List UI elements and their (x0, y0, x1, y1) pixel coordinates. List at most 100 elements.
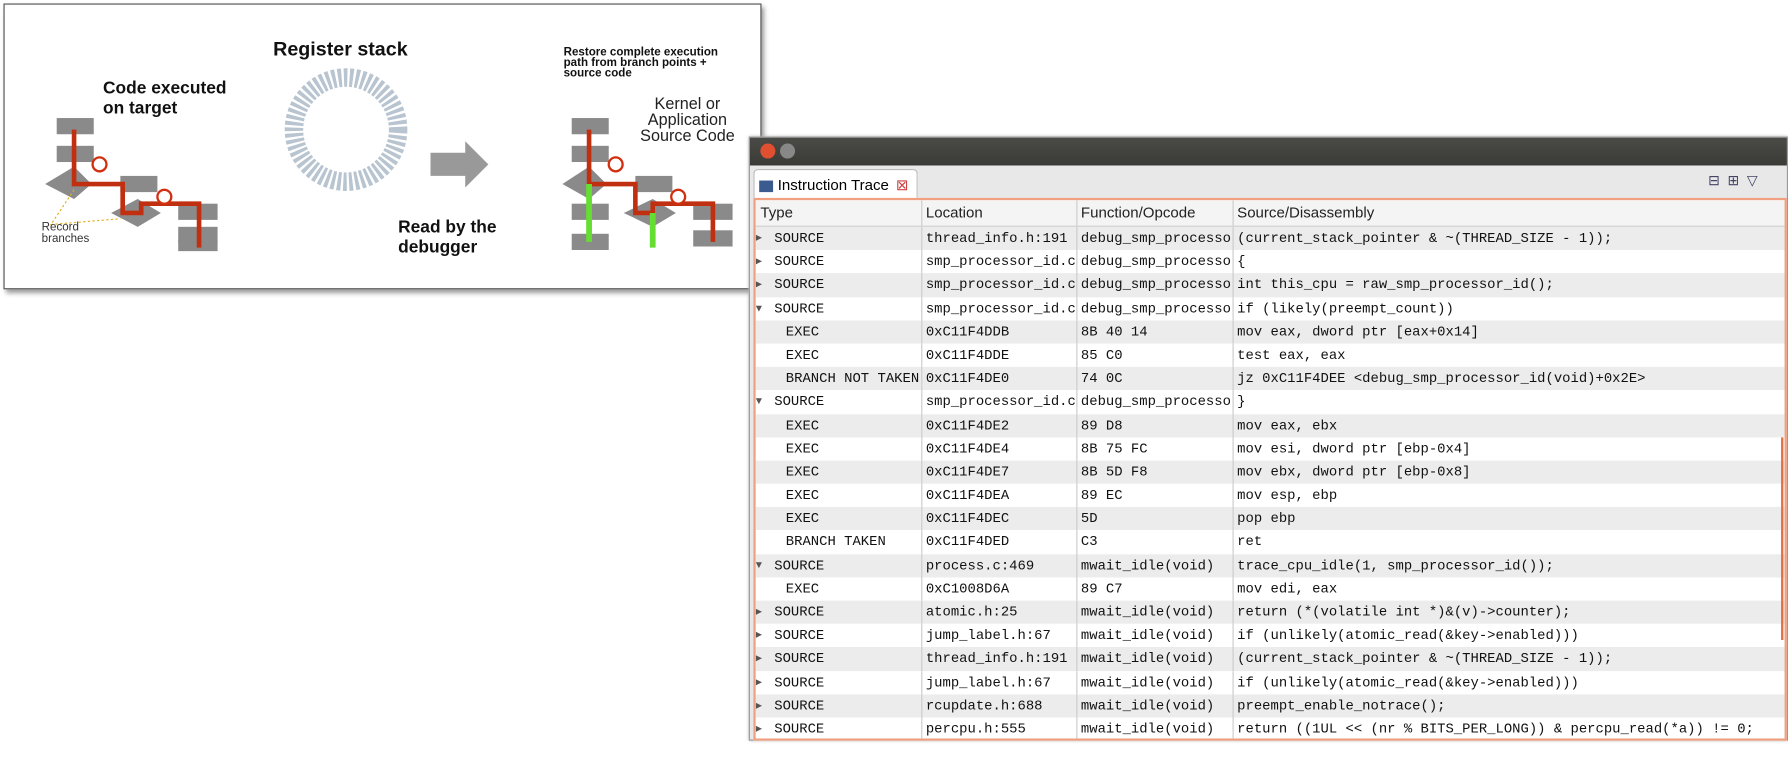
trace-row[interactable]: EXEC 0xC1008D6A 89 C7 mov edi, eax (755, 577, 1785, 601)
line: Restore complete execution (563, 46, 718, 60)
column-separator (1232, 226, 1234, 251)
trace-row[interactable]: ▼ SOURCE smp_processor_id.c debug_smp_proce… (755, 390, 1785, 414)
cell-function: mwait_idle(void) (1080, 557, 1215, 574)
trace-row[interactable]: EXEC 0xC11F4DE4 8B 75 FC mov esi, dword ptr… (755, 437, 1785, 461)
trace-row[interactable]: ▶ SOURCE jump_label.h:67 mwait_idle(void) if… (755, 624, 1785, 648)
cell-location: smp_processor_id.c (925, 253, 1076, 270)
column-separator (1076, 483, 1078, 508)
cell-location: 0xC11F4DED (925, 534, 1010, 551)
trace-row[interactable]: ▶ SOURCE thread_info.h:191 mwait_idle(void)… (755, 647, 1785, 671)
trace-row[interactable]: ▼ SOURCE process.c:469 mwait_idle(void) trac… (755, 553, 1785, 578)
line: on target (102, 98, 178, 119)
minimize-button[interactable] (780, 143, 796, 159)
cell-location: atomic.h:25 (925, 604, 1018, 621)
cell-source: mov eax, ebx (1237, 417, 1338, 434)
tab-close[interactable]: ⊠ (895, 175, 909, 194)
cell-source: test eax, eax (1237, 347, 1346, 364)
expander: ▼ (755, 396, 762, 408)
line: branches (41, 232, 90, 246)
trace-row[interactable]: ▶ SOURCE smp_processor_id.c debug_smp_proce… (755, 273, 1785, 297)
column-header: Location (925, 203, 983, 222)
trace-row[interactable]: ▶ SOURCE thread_info.h:191 debug_smp_proces… (755, 226, 1785, 251)
line: Code executed (102, 78, 227, 99)
column-separator (1076, 273, 1078, 297)
cell-location: 0xC1008D6A (925, 580, 1010, 597)
cell-type: EXEC (785, 487, 820, 504)
column-separator (921, 530, 923, 554)
trace-row[interactable]: ▶ SOURCE jump_label.h:67 mwait_idle(void) if… (755, 670, 1785, 695)
column-separator (1232, 460, 1234, 484)
trace-row[interactable]: EXEC 0xC11F4DEA 89 EC mov esp, ebp (755, 483, 1785, 508)
column-separator (921, 647, 923, 671)
trace-row[interactable]: EXEC 0xC11F4DE2 89 D8 mov eax, ebx (755, 413, 1785, 438)
cell-type: SOURCE (774, 393, 825, 411)
column-separator (921, 200, 923, 226)
column-separator (1076, 507, 1078, 531)
cell-source: mov esp, ebp (1237, 487, 1338, 504)
line: Read by the (398, 217, 497, 238)
column-separator (1232, 437, 1234, 461)
cell-function: 89 D8 (1080, 417, 1123, 434)
trace-row[interactable]: ▶ SOURCE atomic.h:25 mwait_idle(void) return… (755, 600, 1785, 625)
scrollbar[interactable] (1781, 437, 1784, 640)
trace-row[interactable]: ▶ SOURCE smp_processor_id.c debug_smp_proce… (755, 250, 1785, 274)
trace-row[interactable]: EXEC 0xC11F4DE7 8B 5D F8 mov ebx, dword ptr… (755, 460, 1785, 484)
cell-source: { (1237, 253, 1246, 270)
column-header: Function/Opcode (1080, 203, 1196, 222)
expander: ▶ (755, 606, 762, 618)
cell-source: if (unlikely(atomic_read(&key->enabled))… (1237, 674, 1579, 691)
column-separator (1076, 670, 1078, 695)
column-separator (1232, 483, 1234, 508)
close-button[interactable] (760, 143, 776, 159)
trace-row[interactable]: ▶ SOURCE percpu.h:555 mwait_idle(void) retur… (755, 717, 1785, 739)
column-separator (1232, 670, 1234, 695)
cell-location: jump_label.h:67 (925, 674, 1051, 691)
cell-location: 0xC11F4DE2 (925, 417, 1010, 434)
column-separator (1232, 273, 1234, 297)
cell-type: EXEC (785, 580, 820, 597)
trace-row[interactable]: ▼ SOURCE smp_processor_id.c debug_smp_proce… (755, 296, 1785, 321)
trace-row[interactable]: ▶ SOURCE rcupdate.h:688 mwait_idle(void) pre… (755, 694, 1785, 718)
cell-type: SOURCE (774, 230, 825, 247)
column-separator (1232, 343, 1234, 368)
column-separator (1232, 413, 1234, 438)
cell-source: } (1237, 393, 1246, 411)
column-separator (1076, 343, 1078, 368)
cell-source: preempt_enable_notrace(); (1237, 697, 1446, 714)
column-separator (1076, 530, 1078, 554)
trace-row[interactable]: EXEC 0xC11F4DDE 85 C0 test eax, eax (755, 343, 1785, 368)
cell-source: return ((1UL << (nr % BITS_PER_LONG)) & … (1237, 720, 1754, 738)
label: Restore complete execution path from bran… (563, 46, 718, 79)
table-body: ▶ SOURCE thread_info.h:191 debug_smp_proces… (755, 226, 1785, 739)
cell-source: ret (1237, 534, 1263, 551)
column-separator (921, 507, 923, 531)
trace-row[interactable]: BRANCH TAKEN 0xC11F4DED C3 ret (755, 530, 1785, 554)
column-separator (1232, 507, 1234, 531)
cell-type: SOURCE (774, 277, 825, 294)
cell-type: BRANCH TAKEN (785, 534, 886, 551)
trace-row[interactable]: EXEC 0xC11F4DDB 8B 40 14 mov eax, dword ptr… (755, 320, 1785, 344)
column-separator (1232, 296, 1234, 321)
column-separator (921, 577, 923, 601)
column-separator (1076, 413, 1078, 438)
cell-function: C3 (1080, 534, 1098, 551)
cell-type: BRANCH NOT TAKEN (785, 370, 920, 387)
tab[interactable]: Instruction Trace ⊠ (753, 168, 918, 200)
cell-source: int this_cpu = raw_smp_processor_id(); (1237, 277, 1554, 294)
column-separator (1076, 367, 1078, 391)
column-separator (1232, 390, 1234, 414)
column-separator (921, 226, 923, 251)
column-separator (1076, 647, 1078, 671)
trace-row[interactable]: EXEC 0xC11F4DEC 5D pop ebp (755, 507, 1785, 531)
column-separator (1232, 694, 1234, 718)
column-separator (1232, 530, 1234, 554)
column-header: Type (760, 203, 793, 222)
trace-row[interactable]: BRANCH NOT TAKEN 0xC11F4DE0 74 0C jz 0xC11F… (755, 367, 1785, 391)
column-separator (1076, 553, 1078, 578)
cell-function: mwait_idle(void) (1080, 627, 1215, 644)
view-toolbar[interactable]: ⊟ ⊞ ▽ (1708, 172, 1758, 189)
column-separator (1076, 460, 1078, 484)
column-separator (921, 600, 923, 625)
cell-type: SOURCE (774, 557, 825, 574)
